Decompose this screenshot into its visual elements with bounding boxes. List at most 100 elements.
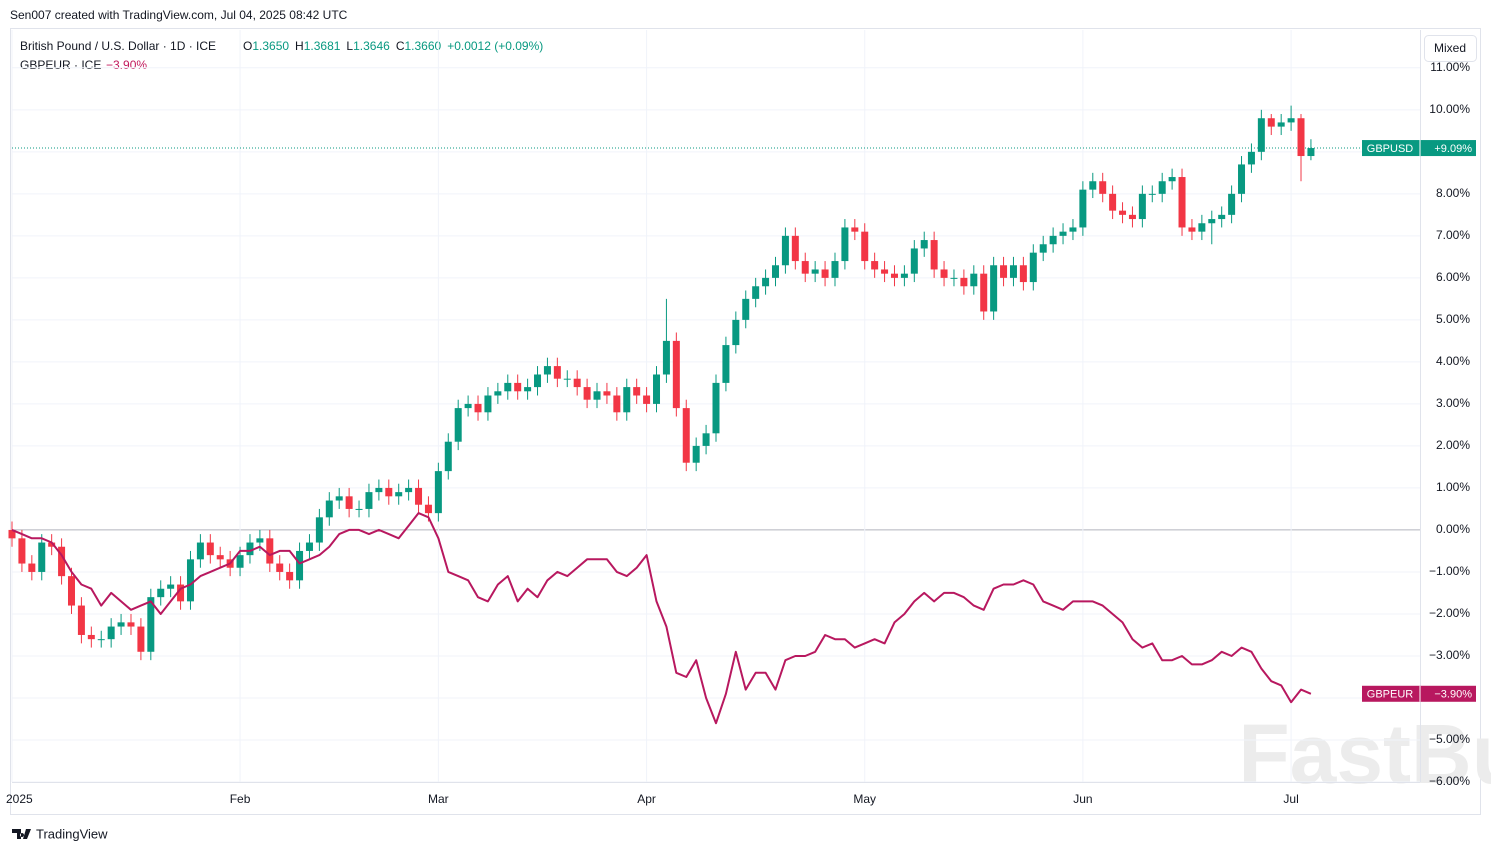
candle-body [216,555,224,560]
watermark: FastBull [1238,707,1491,801]
candle-body [861,231,869,262]
candle-body [781,235,789,266]
legend-compare-change: −3.90% [106,58,147,72]
candle-body [345,496,353,509]
y-tick-label: −3.00% [1429,648,1470,662]
candle-body [1019,265,1027,283]
candle-body [1079,189,1087,228]
candle-body [801,261,809,274]
candle-body [821,269,829,278]
candle-body [405,487,413,493]
y-tick-label: 4.00% [1436,354,1470,368]
candle-body [1109,193,1117,211]
candle-body [682,408,690,463]
candle-body [434,471,442,514]
candle-body [186,559,194,602]
ohlc-value: 1.3660 [404,39,441,53]
candle-body [296,550,304,581]
candle-body [246,542,254,556]
candle-body [365,492,373,509]
candle-body [1049,235,1057,245]
price-tag-value: +9.09% [1434,143,1472,155]
candle-body [742,298,750,320]
ohlc-value: 1.3646 [353,39,390,53]
candle-body [1158,181,1166,194]
candle-body [504,382,512,392]
candle-body [543,366,551,375]
candle-body [831,261,839,278]
x-tick-label: May [853,792,876,806]
candle-body [266,538,274,564]
y-tick-label: 10.00% [1429,102,1470,116]
candle-body [325,500,333,518]
mode-button[interactable] [1424,35,1477,62]
candle-body [1138,193,1146,220]
candle-body [147,597,155,652]
price-tag [1362,140,1476,157]
candle-body [167,584,175,589]
candle-body [851,227,859,232]
candle-body [553,366,561,379]
candle-body [305,542,313,551]
ohlc-value: 1.3681 [304,39,341,53]
candle-body [97,639,105,641]
price-tag-name: GBPUSD [1367,143,1414,155]
candle-body [643,395,651,404]
candle-body [1009,265,1017,278]
candle-body [1208,219,1216,224]
candle-body [18,538,26,564]
candle-body [732,319,740,346]
price-tag-name: GBPEUR [1367,689,1414,701]
candle-body [484,395,492,413]
x-tick-label: Feb [230,792,251,806]
price-tag [1362,685,1476,702]
candle-body [1069,227,1077,232]
y-tick-label: 2.00% [1436,438,1470,452]
candle-body [58,546,66,577]
candle-body [692,445,700,463]
candle-body [900,273,908,278]
ohlc-value: 1.3650 [252,39,289,53]
candle-body [930,240,938,270]
candle-body [1267,118,1275,127]
candle-body [613,395,621,413]
footer-brand: TradingView [36,826,108,841]
candle-body [236,555,244,568]
candle-body [8,529,16,539]
candle-body [1099,181,1107,194]
footer: TradingView [12,826,108,841]
mode-label[interactable]: Mixed [1434,41,1466,55]
candle-body [127,622,135,627]
x-tick-label: Jul [1283,792,1298,806]
candle-body [583,387,591,400]
candle-body [1039,244,1047,253]
x-tick-label: Apr [637,792,656,806]
candle-body [514,382,522,392]
candle-body [990,265,998,312]
candle-body [107,626,115,640]
candle-body [722,345,730,383]
y-tick-label: −6.00% [1429,774,1470,788]
y-tick-label: −2.00% [1429,606,1470,620]
candle-body [593,391,601,400]
x-tick-label: 2025 [6,792,33,806]
candle-body [276,563,284,572]
candle-body [672,340,680,409]
candle-body [355,508,363,510]
candle-body [1089,181,1097,190]
ohlc-key: L [346,39,353,53]
candle-body [1198,223,1206,232]
legend-symbol: British Pound / U.S. Dollar · 1D · ICE [20,39,216,53]
candle-body [623,387,631,413]
candle-body [702,433,710,446]
legend-change: +0.0012 (+0.09%) [447,39,543,53]
y-tick-label: 8.00% [1436,186,1470,200]
candle-body [890,273,898,278]
y-tick-label: 6.00% [1436,270,1470,284]
candle-body [286,571,294,581]
candle-body [28,563,36,572]
candle-body [454,408,462,442]
y-tick-label: 0.00% [1436,522,1470,536]
